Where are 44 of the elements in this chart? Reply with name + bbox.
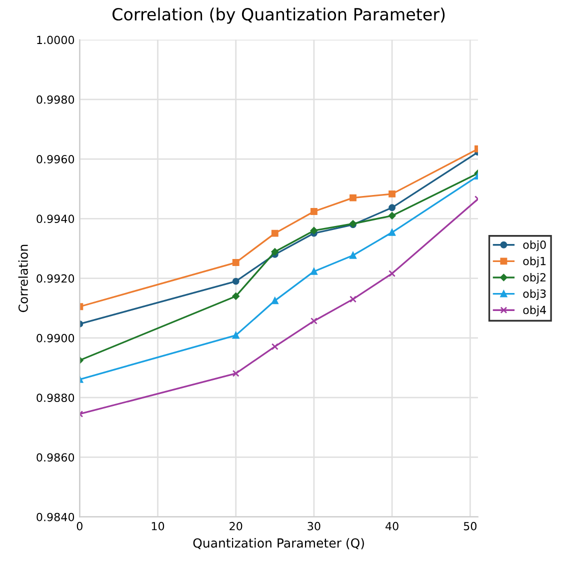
y-tick-label: 0.9980 — [36, 95, 74, 104]
x-tick-label: 0 — [76, 522, 82, 530]
point — [271, 230, 278, 237]
legend-label: obj1 — [523, 256, 546, 268]
x-axis-title: Quantization Parameter (Q) — [193, 538, 364, 550]
y-tick-label: 0.9940 — [36, 214, 74, 224]
y-tick-label: 0.9960 — [36, 155, 74, 164]
point — [388, 190, 396, 198]
legend-label: obj0 — [523, 240, 546, 252]
point — [271, 297, 278, 304]
point — [271, 343, 278, 350]
point — [350, 194, 356, 202]
legend-label: obj2 — [523, 272, 546, 284]
y-axis-title: Correlation — [18, 244, 28, 312]
point — [271, 248, 279, 256]
point — [388, 228, 396, 236]
x-tick-label: 20 — [230, 522, 242, 530]
point — [388, 204, 396, 212]
y-tick-label: 0.9920 — [36, 274, 74, 283]
x-tick-label: 50 — [464, 522, 476, 530]
point — [310, 317, 318, 324]
point — [232, 259, 240, 266]
legend-label: obj4 — [523, 306, 546, 316]
point — [232, 278, 240, 285]
y-tick-label: 0.9880 — [36, 394, 74, 402]
x-tick-label: 30 — [308, 522, 320, 530]
chart-title: Correlation (by Quantization Parameter) — [112, 8, 445, 24]
point — [310, 268, 318, 275]
point — [232, 332, 240, 339]
point — [232, 370, 240, 377]
y-tick-label: 1.0000 — [37, 36, 74, 44]
point — [310, 208, 318, 215]
point — [350, 252, 356, 259]
point — [232, 292, 240, 300]
x-tick-label: 40 — [386, 522, 398, 530]
x-tick-label: 10 — [152, 522, 164, 530]
point — [310, 226, 318, 234]
legend-label: obj3 — [523, 289, 546, 300]
y-tick-label: 0.9860 — [36, 453, 74, 462]
y-tick-label: 0.9840 — [36, 512, 74, 522]
y-tick-label: 0.9900 — [36, 334, 74, 342]
point — [350, 296, 356, 303]
point — [388, 270, 396, 278]
point — [388, 212, 396, 220]
